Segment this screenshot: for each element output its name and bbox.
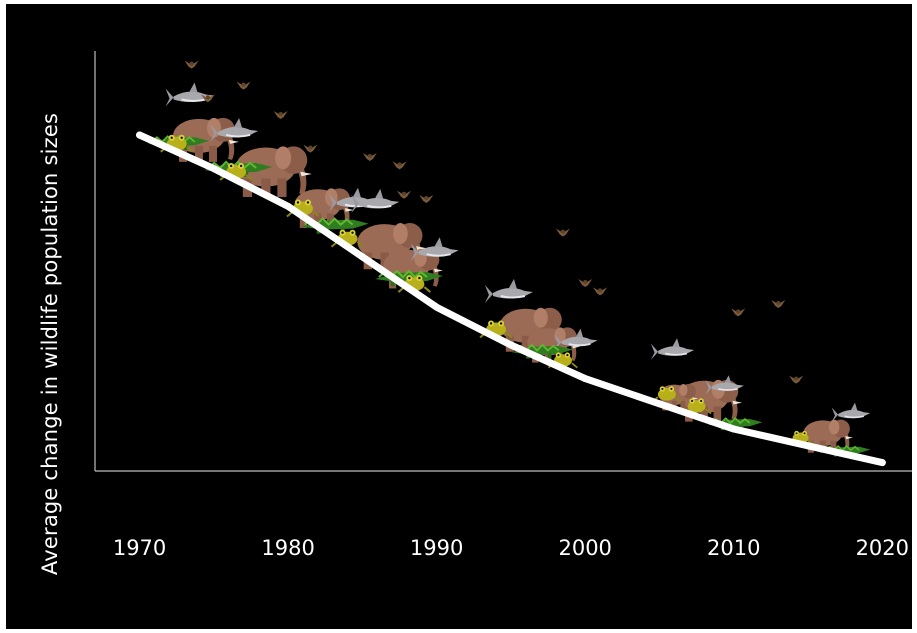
data-point [878, 459, 886, 467]
chart-panel: 1970 1980 1990 2000 2010 2020 Average change … [6, 4, 912, 629]
bird-icon [273, 111, 288, 119]
data-point [433, 303, 441, 311]
shark-icon [650, 337, 696, 361]
shark-icon [830, 401, 871, 423]
bird-icon [362, 153, 377, 161]
shark-icon [483, 278, 534, 304]
bird-icon [771, 300, 786, 308]
bird-icon [731, 308, 746, 317]
bird-icon [789, 375, 804, 384]
data-point [507, 341, 515, 349]
trend-line [136, 131, 886, 467]
data-point [581, 375, 589, 383]
x-tick-labels: 1970 1980 1990 2000 2010 2020 [113, 536, 909, 560]
data-point [210, 165, 218, 173]
plot-area [136, 131, 886, 467]
bird-icon [392, 161, 407, 170]
x-tick-label-2010: 2010 [707, 536, 760, 560]
data-point [284, 202, 292, 210]
axes [94, 51, 912, 472]
data-point [358, 253, 366, 261]
x-tick-label-1990: 1990 [410, 536, 463, 560]
data-point [804, 442, 812, 450]
data-point [136, 131, 144, 139]
bird-icon [184, 60, 199, 69]
data-point [655, 400, 663, 408]
data-point [730, 425, 738, 433]
x-tick-label-2020: 2020 [856, 536, 909, 560]
bird-icon [303, 144, 318, 153]
x-tick-label-2000: 2000 [558, 536, 611, 560]
y-axis-title: Average change in wildlife population si… [38, 112, 62, 576]
bird-icon [236, 81, 251, 90]
bird-icon [419, 195, 434, 203]
x-tick-label-1980: 1980 [261, 536, 314, 560]
bird-icon [593, 287, 608, 296]
shark-icon [164, 81, 215, 108]
line-chart: 1970 1980 1990 2000 2010 2020 [94, 51, 912, 560]
bird-icon [396, 190, 411, 199]
animal-illustrations [146, 60, 872, 458]
x-tick-label-1970: 1970 [113, 536, 166, 560]
bird-icon [578, 279, 593, 287]
bird-icon [555, 228, 570, 237]
